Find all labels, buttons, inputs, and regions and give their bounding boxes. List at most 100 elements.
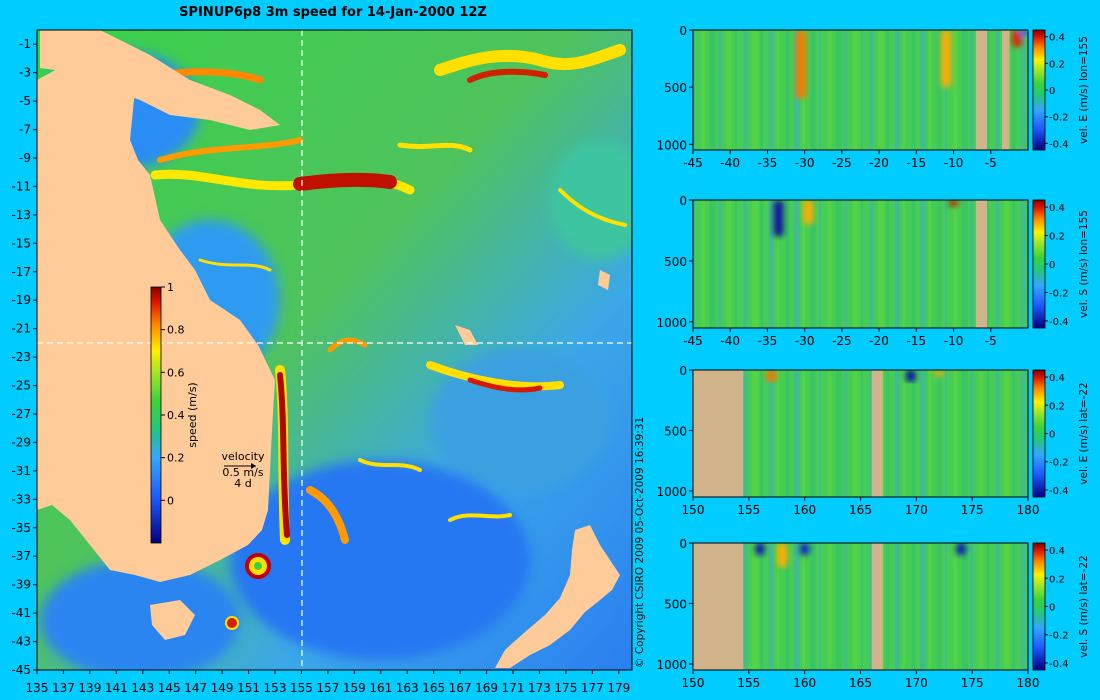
velocity-key: velocity 0.5 m/s 4 d [222,450,265,490]
x-tick-label: 141 [105,681,128,695]
panel-streak [919,200,926,328]
panel-streak [928,543,932,670]
y-tick-label: -19 [11,293,31,307]
x-tick-label: -10 [944,334,964,348]
panel-streak [869,543,874,670]
panel-streak [1012,370,1016,497]
y-tick-label: -7 [19,123,31,137]
panel-colorbar: 0.4 0.2 0 -0.2 -0.4 vel. S (m/s) lon=155 [1032,199,1090,329]
x-tick-label: 135 [26,681,49,695]
panel-streak [970,200,974,328]
panel-streak [802,370,806,497]
x-tick-label: 171 [502,681,525,695]
y-tick-label: 1000 [656,485,687,499]
colorbar-tick-label: 0 [1049,260,1055,271]
panel-streak [726,30,732,150]
x-tick-label: 177 [581,681,604,695]
panel-streak [995,370,1000,497]
panel-streak [987,30,989,150]
colorbar-ramp [150,286,162,544]
panel-streak [777,200,779,328]
panel-streak [995,30,1000,150]
panel-streak [970,543,974,670]
x-tick-label: 173 [528,681,551,695]
x-tick-label: -5 [985,334,997,348]
panel-streak [861,200,863,328]
panel-streak [911,370,916,497]
x-tick-label: 169 [475,681,498,695]
panel-streak [827,30,832,150]
colorbar-tick-label: -0.2 [1049,113,1069,124]
panel-streak [911,30,916,150]
x-tick-label: 165 [422,681,445,695]
y-tick-label: 0 [679,537,687,551]
velocity-feature [773,200,784,237]
panel-streak [777,30,779,150]
colorbar-tick-label: 0.4 [1049,373,1065,384]
topography-mask [1001,30,1010,150]
panel-streak [810,370,816,497]
panel-streak [802,543,806,670]
y-tick-label: 500 [664,81,687,95]
velocity-key-speed: 0.5 m/s [222,466,263,479]
panel-streak [760,200,764,328]
y-tick-label: 0 [679,364,687,378]
x-tick-label: 145 [158,681,181,695]
panel-streak [760,370,764,497]
panel-streak [1003,200,1010,328]
panel-streak [751,370,758,497]
panel-colorbar: 0.4 0.2 0 -0.2 -0.4 vel. S (m/s) lat=-22 [1032,542,1090,671]
land-islands [455,270,610,345]
x-tick-label: 137 [52,681,75,695]
x-tick-label: -20 [869,334,889,348]
x-tick-label: -35 [758,156,778,170]
colorbar-label: vel. S (m/s) lat=-22 [1078,555,1090,657]
y-tick-label: 500 [664,424,687,438]
colorbar-label: speed (m/s) [186,382,199,447]
panel-field [693,200,1028,328]
x-tick-label: 159 [343,681,366,695]
panel-streak [785,370,790,497]
colorbar-tick-label: 0.8 [167,324,185,337]
panel-streak [1020,30,1026,150]
x-tick-label: -10 [944,156,964,170]
panel-features [773,200,959,237]
panel-streak [827,543,832,670]
x-tick-label: -15 [907,334,927,348]
panel-streak [928,30,932,150]
panel-field [693,370,1028,497]
colorbar-label: vel. E (m/s) lon=155 [1078,36,1090,144]
panel-streak [726,200,732,328]
x-tick-label: 179 [607,681,630,695]
panel-streak [793,370,800,497]
panel-streak [945,200,947,328]
x-tick-label: 160 [793,503,816,517]
panel-streak [777,370,779,497]
land-new-guinea [40,30,280,130]
y-tick-label: 1000 [656,138,687,152]
colorbar-tick-label: -0.4 [1049,317,1069,328]
colorbar-tick-label: 1 [167,281,174,294]
colorbar-tick-label: 0.2 [167,452,185,465]
eddy [225,616,239,630]
panel-streak [970,30,974,150]
colorbar-tick-label: 0 [1049,430,1055,441]
panel-streak [869,370,874,497]
y-tick-label: -11 [11,179,31,193]
velocity-feature [1011,30,1022,48]
panel-streak [777,543,779,670]
panel-streak [945,543,947,670]
panel-field [693,30,1028,150]
colorbar-tick-label: 0.2 [1049,232,1065,243]
map-title: SPINUP6p8 3m speed for 14-Jan-2000 12Z [179,5,487,20]
panel-streak [819,30,821,150]
panel-streak [844,370,848,497]
panel-streak [760,543,764,670]
panel-streak [886,370,890,497]
y-tick-label: -5 [19,94,31,108]
velocity-feature [948,200,959,207]
x-tick-label: 161 [369,681,392,695]
x-tick-label: -30 [795,156,815,170]
y-tick-label: 500 [664,597,687,611]
x-tick-label: 149 [211,681,234,695]
